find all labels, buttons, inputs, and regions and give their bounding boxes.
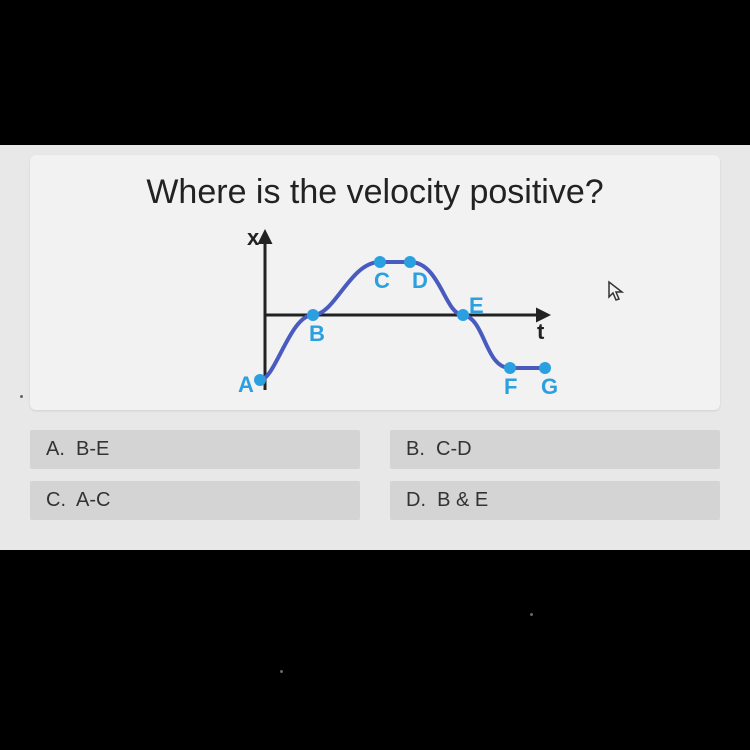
dust-speck [280,670,283,673]
position-time-graph: x t A B CD E FG [185,220,565,400]
point-c [374,256,386,268]
content-area: Where is the velocity positive? x t A B CD E F… [0,145,750,550]
t-axis-label: t [537,319,545,344]
point-f [504,362,516,374]
point-a [254,374,266,386]
position-curve [260,262,545,380]
answer-letter: B. [406,438,425,460]
answer-letter: D. [406,489,426,511]
point-label-b: B [309,321,325,346]
point-label-g: G [541,374,558,399]
x-axis-label: x [247,225,260,250]
point-g [539,362,551,374]
answer-option-c[interactable]: C. A-C [30,481,360,520]
cursor-icon [607,280,625,308]
question-title: Where is the velocity positive? [70,173,680,212]
answer-letter: C. [46,489,66,511]
bottom-black-bar [0,550,750,750]
graph-container: x t A B CD E FG [185,220,565,400]
answer-letter: A. [46,438,65,460]
answer-text: A-C [76,489,110,511]
answer-option-a[interactable]: A. B-E [30,430,360,469]
point-label-f: F [504,374,517,399]
top-black-bar [0,0,750,145]
point-label-c: C [374,268,390,293]
dust-speck [530,613,533,616]
answer-text: C-D [436,438,472,460]
answer-option-b[interactable]: B. C-D [390,430,720,469]
answer-text: B & E [437,489,488,511]
question-card: Where is the velocity positive? x t A B CD E F… [30,155,720,410]
answer-text: B-E [76,438,109,460]
point-label-e: E [469,293,484,318]
point-b [307,309,319,321]
point-label-d: D [412,268,428,293]
answer-option-d[interactable]: D. B & E [390,481,720,520]
point-d [404,256,416,268]
dust-speck [20,395,23,398]
answer-grid: A. B-E B. C-D C. A-C D. B & E [30,430,720,520]
point-label-a: A [238,372,254,397]
point-e [457,309,469,321]
